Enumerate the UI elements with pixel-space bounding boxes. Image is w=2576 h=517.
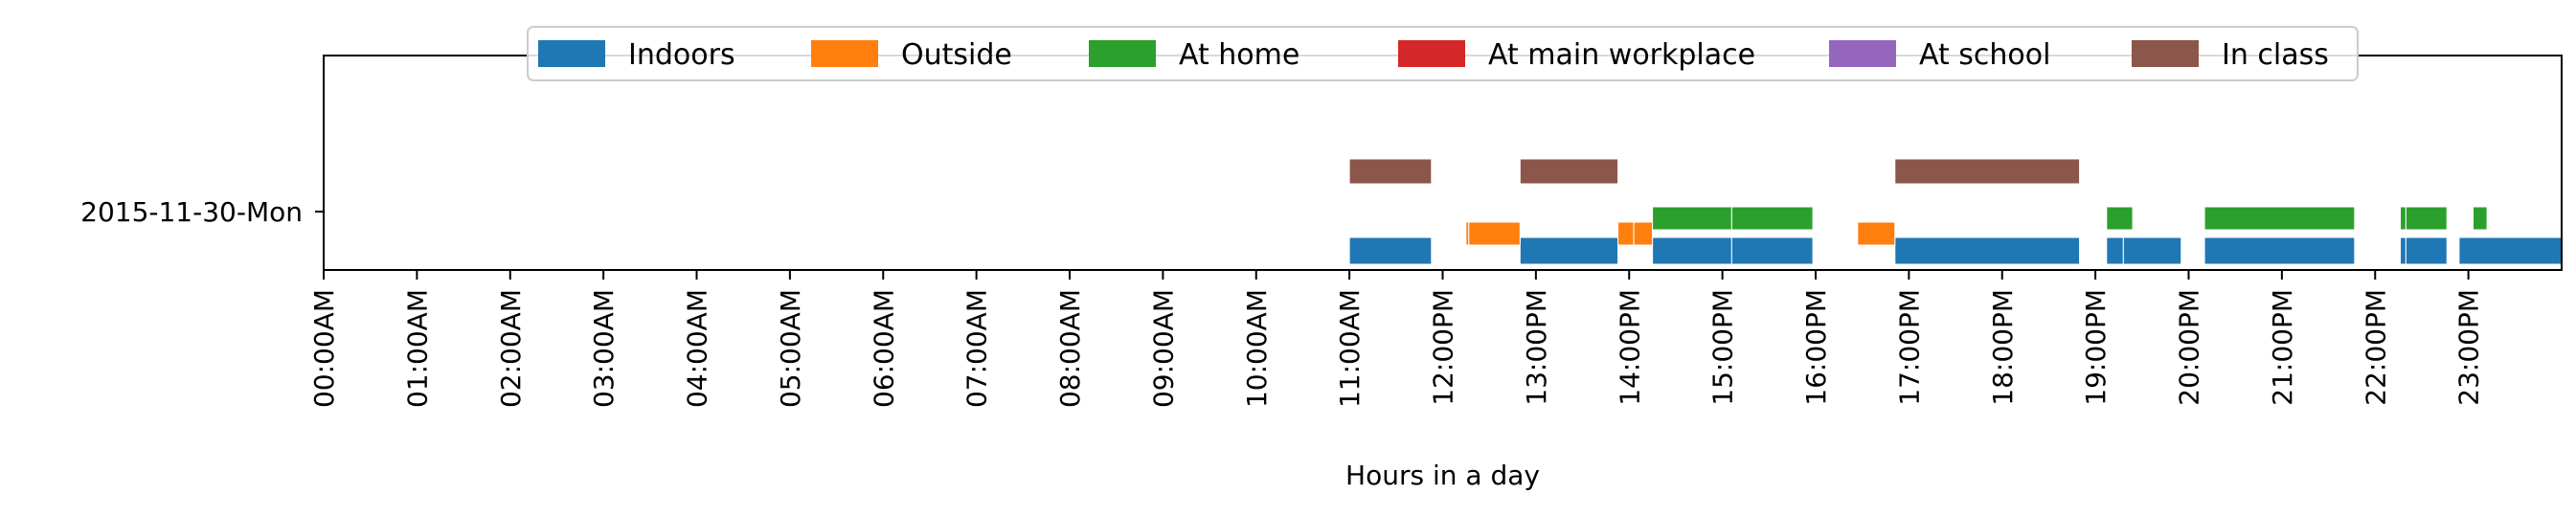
- x-tick-label: 00:00AM: [308, 289, 340, 408]
- at-home-legend-label: At home: [1179, 38, 1299, 72]
- in-class-interval-bar: [1348, 158, 1433, 185]
- in-class-interval-bar: [1894, 158, 2081, 185]
- indoors-interval-bar: [2122, 236, 2182, 265]
- chart-marks: [1348, 158, 2563, 265]
- y-tick-label: 2015-11-30-Mon: [80, 196, 303, 228]
- indoors-interval-bar: [2405, 236, 2448, 265]
- in-class-legend-swatch: [2132, 40, 2199, 67]
- indoors-interval-bar: [1519, 236, 1619, 265]
- at-main-workplace-legend-label: At main workplace: [1488, 38, 1755, 72]
- indoors-interval-bar: [2458, 236, 2563, 265]
- at-home-legend-swatch: [1089, 40, 1156, 67]
- indoors-interval-bar: [1894, 236, 2081, 265]
- in-class-interval-bar: [1519, 158, 1619, 185]
- outside-interval-bar: [1633, 221, 1654, 246]
- x-tick-label: 21:00PM: [2267, 289, 2298, 406]
- x-tick-label: 11:00AM: [1334, 289, 1366, 408]
- at-main-workplace-legend-swatch: [1398, 40, 1465, 67]
- x-tick-label: 07:00AM: [961, 289, 993, 408]
- indoors-interval-bar: [1348, 236, 1433, 265]
- legend: Indoors Outside At home At main workplace At…: [527, 26, 2359, 81]
- indoors-interval-bar: [2106, 236, 2124, 265]
- x-tick-label: 10:00AM: [1241, 289, 1273, 408]
- at-school-legend-label: At school: [1919, 38, 2050, 72]
- at-home-interval-bar: [1730, 206, 1814, 231]
- y-axis: 2015-11-30-Mon: [80, 196, 324, 228]
- in-class-legend-label: In class: [2222, 38, 2329, 72]
- x-tick-label: 06:00AM: [868, 289, 899, 408]
- at-home-interval-bar: [2106, 206, 2134, 231]
- x-tick-label: 18:00PM: [1987, 289, 2019, 406]
- x-tick-label: 15:00PM: [1707, 289, 1739, 406]
- x-tick-label: 02:00AM: [495, 289, 527, 408]
- x-axis-title: Hours in a day: [1345, 460, 1540, 491]
- x-axis: 00:00AM 01:00AM 02:00AM 03:00AM 04:00AM 05:00…: [308, 270, 2485, 408]
- at-home-interval-bar: [2405, 206, 2448, 231]
- at-home-interval-bar: [2400, 206, 2407, 231]
- x-tick-label: 23:00PM: [2453, 289, 2485, 406]
- at-home-interval-bar: [1652, 206, 1732, 231]
- indoors-legend-swatch: [538, 40, 605, 67]
- indoors-legend-label: Indoors: [628, 38, 735, 72]
- x-tick-label: 17:00PM: [1893, 289, 1925, 406]
- x-tick-label: 04:00AM: [682, 289, 713, 408]
- x-tick-label: 16:00PM: [1800, 289, 1832, 406]
- indoors-interval-bar: [1730, 236, 1814, 265]
- x-tick-label: 14:00PM: [1614, 289, 1645, 406]
- x-tick-label: 09:00AM: [1147, 289, 1179, 408]
- x-tick-label: 12:00PM: [1428, 289, 1459, 406]
- x-tick-label: 22:00PM: [2360, 289, 2391, 406]
- x-tick-label: 08:00AM: [1054, 289, 1086, 408]
- indoors-interval-bar: [2203, 236, 2356, 265]
- x-tick-label: 03:00AM: [588, 289, 620, 408]
- x-tick-label: 20:00PM: [2174, 289, 2205, 406]
- x-tick-label: 19:00PM: [2080, 289, 2112, 406]
- x-tick-label: 13:00PM: [1521, 289, 1552, 406]
- x-tick-label: 05:00AM: [775, 289, 806, 408]
- at-home-interval-bar: [2203, 206, 2356, 231]
- at-school-legend-swatch: [1829, 40, 1896, 67]
- indoors-interval-bar: [2400, 236, 2407, 265]
- outside-interval-bar: [1857, 221, 1896, 246]
- indoors-interval-bar: [1652, 236, 1732, 265]
- outside-legend-swatch: [811, 40, 878, 67]
- x-tick-label: 01:00AM: [401, 289, 433, 408]
- outside-legend-label: Outside: [901, 38, 1012, 72]
- at-home-interval-bar: [2472, 206, 2488, 231]
- outside-interval-bar: [1468, 221, 1521, 246]
- outside-interval-bar: [1617, 221, 1635, 246]
